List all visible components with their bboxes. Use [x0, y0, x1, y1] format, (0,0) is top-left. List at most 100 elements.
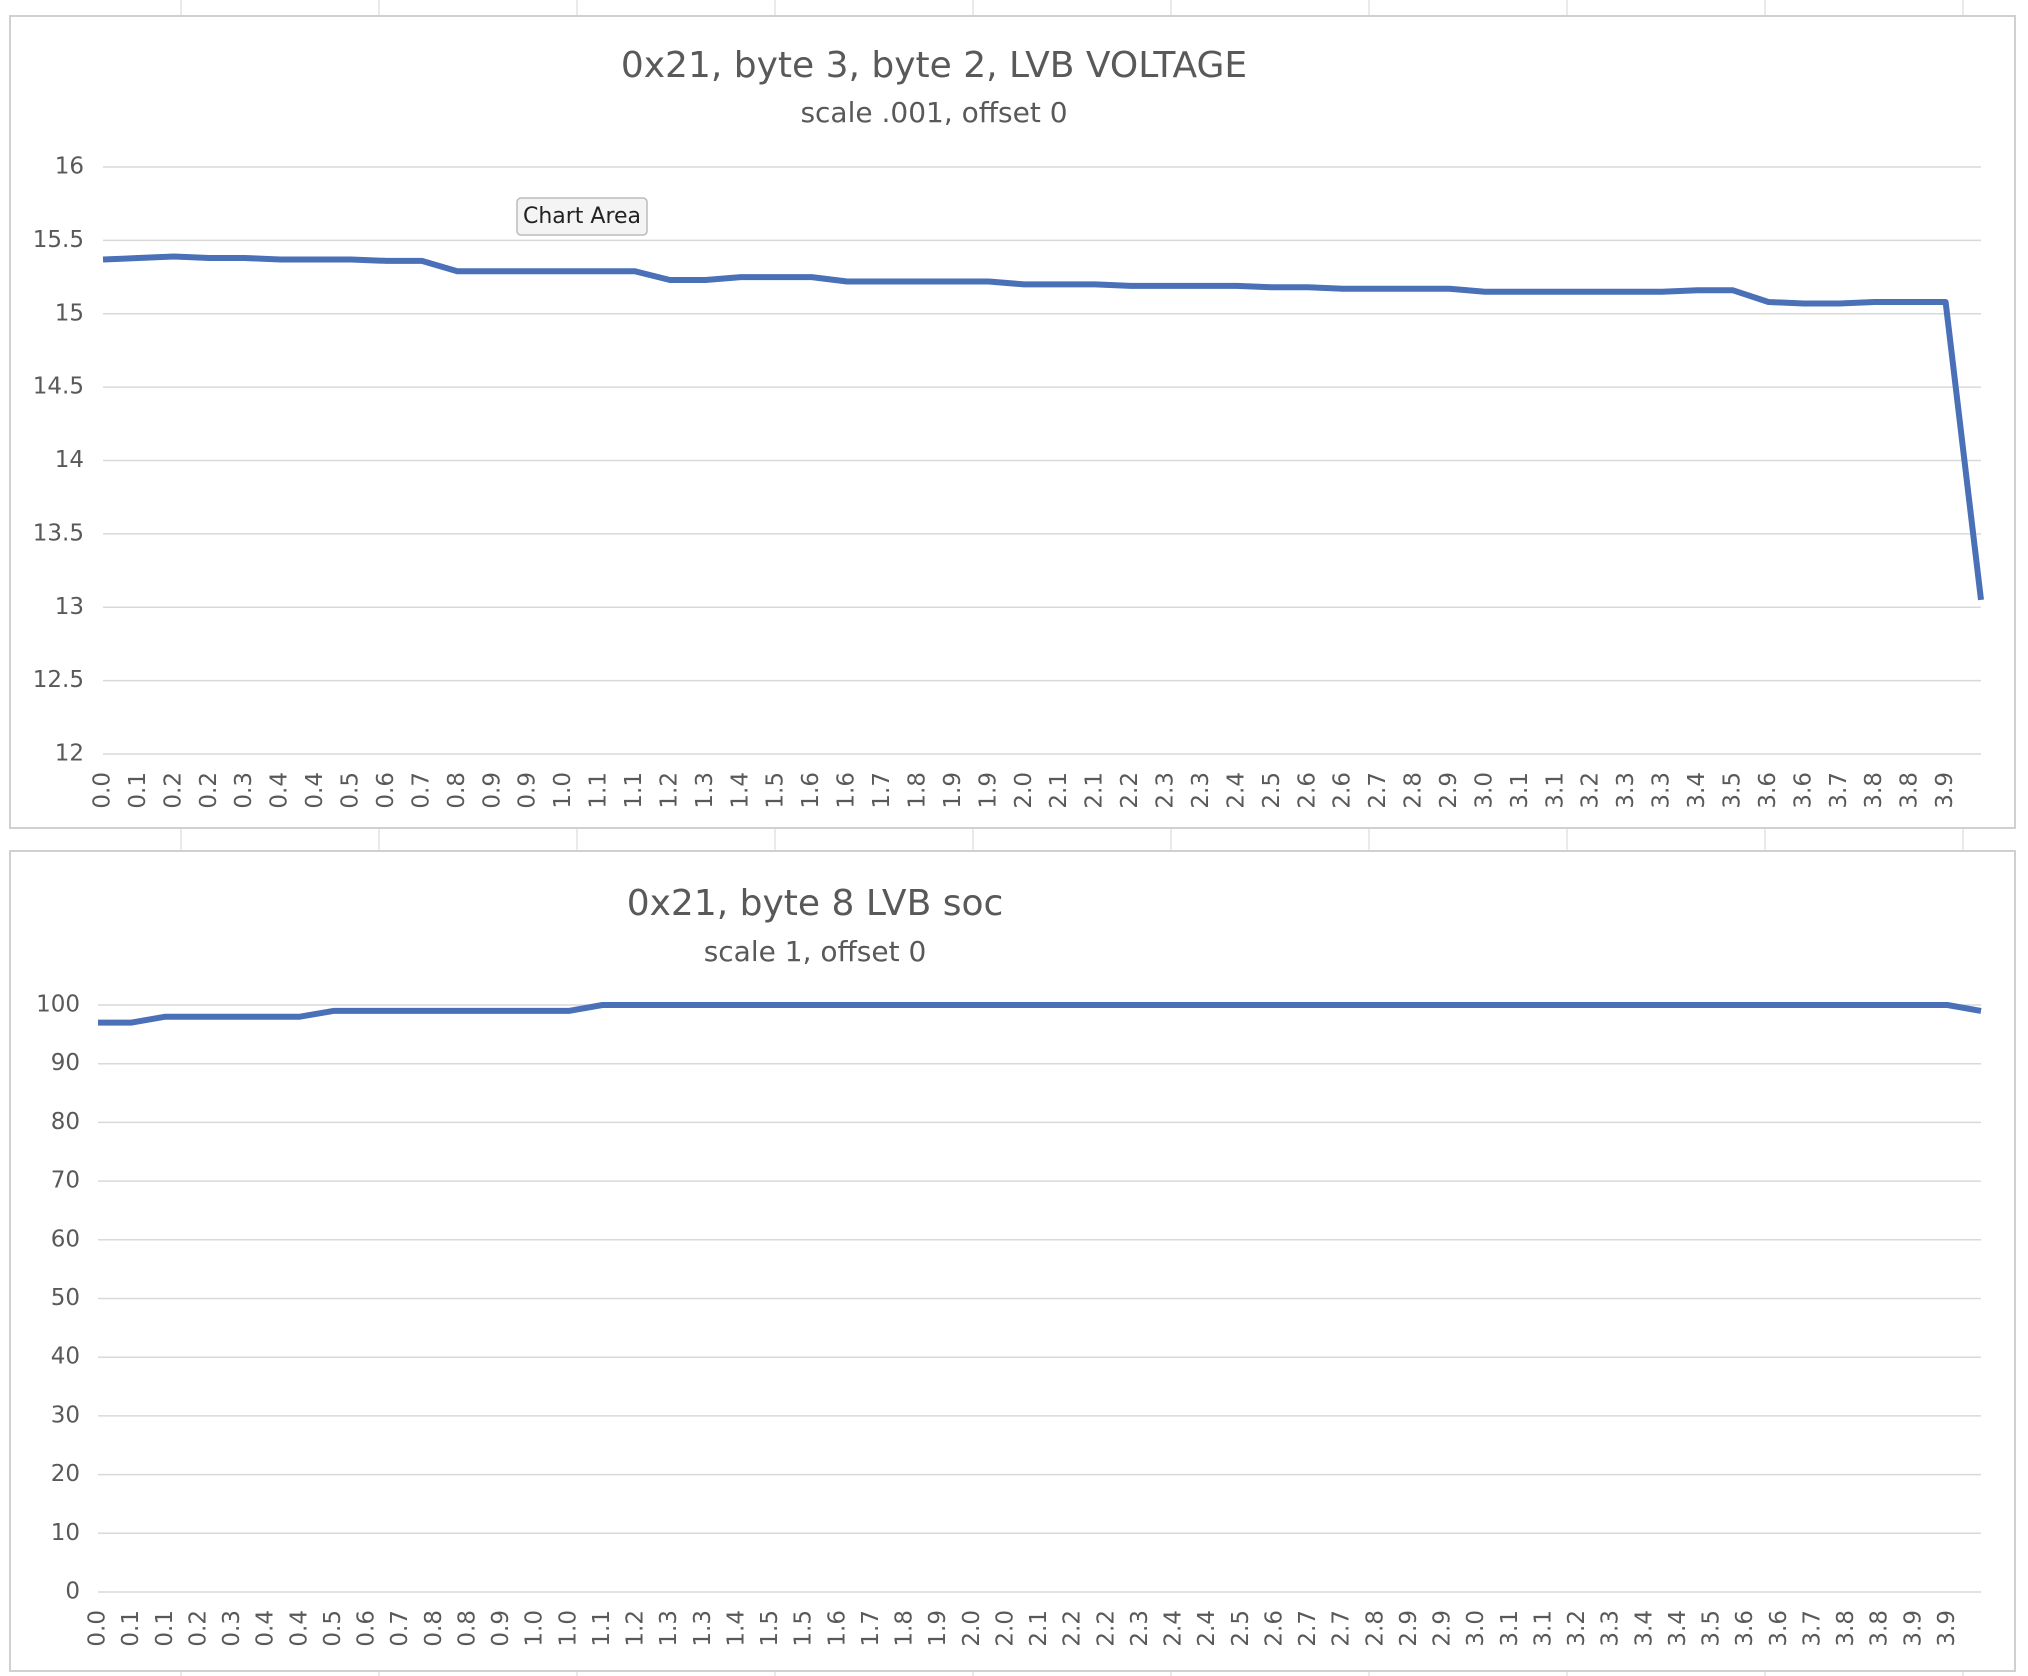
x-tick-label: 1.2 — [623, 1610, 649, 1647]
tooltip-box — [516, 197, 648, 236]
x-tick-label: 0.4 — [253, 1610, 279, 1647]
x-tick-label: 3.1 — [1542, 772, 1568, 809]
y-tick-label: 10 — [51, 1520, 80, 1546]
x-tick-label: 3.6 — [1755, 772, 1781, 809]
x-tick-label: 2.0 — [992, 1610, 1018, 1647]
x-tick-label: 2.3 — [1188, 772, 1214, 809]
x-tick-label: 0.6 — [354, 1610, 380, 1647]
chart-title: 0x21, byte 8 LVB soc — [627, 883, 1004, 924]
x-tick-label: 3.2 — [1564, 1610, 1590, 1647]
x-tick-label: 2.4 — [1161, 1610, 1187, 1647]
x-tick-label: 3.0 — [1471, 772, 1497, 809]
chart-title: 0x21, byte 3, byte 2, LVB VOLTAGE — [621, 45, 1247, 86]
x-tick-label: 3.9 — [1934, 1610, 1960, 1647]
data-line — [98, 1002, 1982, 1026]
x-tick-label: 1.5 — [757, 1610, 783, 1647]
x-tick-label: 3.6 — [1790, 772, 1816, 809]
x-tick-label: 3.0 — [1463, 1610, 1489, 1647]
x-tick-label: 0.8 — [444, 772, 470, 809]
x-tick-label: 3.8 — [1867, 1610, 1893, 1647]
x-tick-label: 0.8 — [421, 1610, 447, 1647]
x-tick-label: 3.4 — [1684, 772, 1710, 809]
x-tick-label: 2.2 — [1093, 1610, 1119, 1647]
x-tick-label: 0.7 — [387, 1610, 413, 1647]
x-tick-label: 3.3 — [1649, 772, 1675, 809]
x-tick-label: 3.9 — [1900, 1610, 1926, 1647]
x-tick-label: 1.4 — [723, 1610, 749, 1647]
y-tick-label: 13.5 — [33, 520, 84, 546]
x-tick-label: 3.6 — [1766, 1610, 1792, 1647]
x-tick-label: 1.6 — [824, 1610, 850, 1647]
y-tick-label: 12 — [55, 741, 84, 767]
x-tick-label: 1.0 — [550, 772, 576, 809]
x-tick-label: 2.2 — [1117, 772, 1143, 809]
chart-area[interactable] — [9, 15, 2016, 829]
x-tick-label: 3.8 — [1861, 772, 1887, 809]
y-tick-label: 80 — [51, 1109, 80, 1135]
x-tick-label: 3.7 — [1799, 1610, 1825, 1647]
x-tick-label: 2.0 — [1011, 772, 1037, 809]
x-tick-label: 3.2 — [1578, 772, 1604, 809]
x-tick-label: 0.9 — [515, 772, 541, 809]
x-tick-label: 2.0 — [959, 1610, 985, 1647]
y-tick-label: 30 — [51, 1402, 80, 1428]
y-tick-label: 16 — [55, 154, 84, 180]
x-tick-label: 2.7 — [1329, 1610, 1355, 1647]
x-tick-label: 2.6 — [1261, 1610, 1287, 1647]
y-tick-label: 15 — [55, 300, 84, 326]
x-tick-label: 0.5 — [320, 1610, 346, 1647]
x-tick-label: 2.6 — [1330, 772, 1356, 809]
x-tick-label: 3.7 — [1826, 772, 1852, 809]
x-tick-label: 1.7 — [869, 772, 895, 809]
x-tick-label: 0.7 — [408, 772, 434, 809]
y-tick-label: 14 — [55, 447, 84, 473]
x-tick-label: 3.6 — [1732, 1610, 1758, 1647]
x-tick-label: 3.3 — [1598, 1610, 1624, 1647]
x-tick-label: 1.6 — [834, 772, 860, 809]
x-tick-label: 1.3 — [656, 1610, 682, 1647]
x-tick-label: 1.5 — [763, 772, 789, 809]
y-tick-label: 70 — [51, 1168, 80, 1194]
x-tick-label: 1.5 — [791, 1610, 817, 1647]
x-tick-label: 0.2 — [160, 772, 186, 809]
x-tick-label: 2.3 — [1127, 1610, 1153, 1647]
x-tick-label: 0.4 — [302, 772, 328, 809]
data-line — [102, 253, 1984, 601]
chart-area[interactable] — [9, 850, 2016, 1672]
x-tick-label: 2.5 — [1228, 1610, 1254, 1647]
x-tick-label: 1.8 — [904, 772, 930, 809]
x-tick-label: 1.8 — [892, 1610, 918, 1647]
x-tick-label: 1.3 — [692, 772, 718, 809]
x-tick-label: 2.4 — [1223, 772, 1249, 809]
y-tick-label: 13 — [55, 594, 84, 620]
x-tick-label: 0.6 — [373, 772, 399, 809]
x-tick-label: 1.9 — [975, 772, 1001, 809]
chart-subtitle: scale .001, offset 0 — [800, 96, 1067, 129]
x-tick-label: 2.8 — [1401, 772, 1427, 809]
y-tick-label: 50 — [51, 1285, 80, 1311]
x-tick-label: 0.2 — [185, 1610, 211, 1647]
y-tick-label: 60 — [51, 1226, 80, 1252]
x-tick-label: 1.9 — [940, 772, 966, 809]
x-tick-label: 2.9 — [1430, 1610, 1456, 1647]
x-tick-label: 0.1 — [118, 1610, 144, 1647]
x-tick-label: 3.1 — [1497, 1610, 1523, 1647]
x-tick-label: 0.5 — [338, 772, 364, 809]
x-tick-label: 1.4 — [727, 772, 753, 809]
x-tick-label: 2.5 — [1259, 772, 1285, 809]
x-tick-label: 3.4 — [1665, 1610, 1691, 1647]
x-tick-label: 3.3 — [1613, 772, 1639, 809]
x-tick-label: 2.2 — [1060, 1610, 1086, 1647]
x-tick-label: 3.5 — [1719, 772, 1745, 809]
y-tick-label: 15.5 — [33, 227, 84, 253]
x-tick-label: 0.9 — [488, 1610, 514, 1647]
x-tick-label: 0.0 — [90, 772, 116, 809]
x-tick-label: 2.7 — [1365, 772, 1391, 809]
x-tick-label: 1.1 — [621, 772, 647, 809]
tooltip-text: Chart Area — [523, 204, 641, 229]
x-tick-label: 1.1 — [589, 1610, 615, 1647]
x-tick-label: 3.5 — [1699, 1610, 1725, 1647]
chart-subtitle: scale 1, offset 0 — [704, 935, 927, 968]
x-tick-label: 3.9 — [1932, 772, 1958, 809]
